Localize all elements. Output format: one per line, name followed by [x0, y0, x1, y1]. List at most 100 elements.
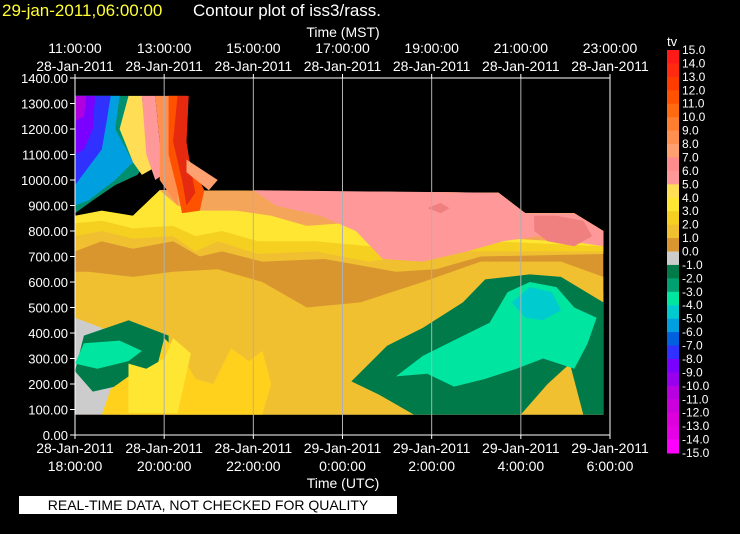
- colorbar-swatch: [667, 76, 679, 91]
- colorbar-level-label: -5.0: [682, 312, 703, 326]
- top-tick-time: 21:00:00: [494, 40, 549, 56]
- contour-region-5: [75, 340, 142, 369]
- bottom-tick-date: 28-Jan-2011: [215, 440, 293, 456]
- colorbar-swatch: [667, 238, 679, 252]
- quality-note: REAL-TIME DATA, NOT CHECKED FOR QUALITY: [19, 496, 397, 514]
- top-tick-time: 23:00:00: [583, 40, 638, 56]
- y-tick-label: 1200.00: [21, 122, 68, 137]
- colorbar-level-label: -14.0: [682, 433, 710, 447]
- colorbar-swatch: [667, 264, 679, 279]
- colorbar-level-label: -6.0: [682, 325, 703, 339]
- bottom-tick-time: 18:00:00: [48, 458, 103, 474]
- bottom-tick-time: 0:00:00: [319, 458, 366, 474]
- colorbar-level-label: 6.0: [682, 164, 699, 178]
- colorbar-swatch: [667, 103, 679, 118]
- top-tick-date: 28-Jan-2011: [304, 58, 382, 74]
- colorbar-swatch: [667, 144, 679, 158]
- y-axis: 0.00 100.00 200.00 300.00 400.00 500.00 600.00…: [21, 71, 75, 443]
- colorbar-swatch: [667, 251, 679, 266]
- colorbar-level-label: -12.0: [682, 406, 710, 420]
- y-tick-label: 0.00: [43, 428, 68, 443]
- top-tick-date: 28-Jan-2011: [215, 58, 293, 74]
- contour-region-10: [128, 338, 191, 414]
- colorbar-swatch: [667, 385, 679, 400]
- colorbar-swatch: [667, 197, 679, 212]
- colorbar-swatch: [667, 332, 679, 347]
- colorbar-level-label: 3.0: [682, 204, 699, 218]
- colorbar-level-label: -2.0: [682, 271, 703, 285]
- top-tick-date: 28-Jan-2011: [36, 58, 114, 74]
- colorbar-level-label: -1.0: [682, 258, 703, 272]
- colorbar-level-label: -13.0: [682, 419, 710, 433]
- colorbar-swatch: [667, 117, 679, 132]
- bottom-tick-date: 29-Jan-2011: [393, 440, 471, 456]
- y-tick-label: 1100.00: [22, 148, 68, 163]
- colorbar-swatch: [667, 224, 679, 239]
- bottom-tick-time: 22:00:00: [226, 458, 281, 474]
- colorbar-swatch: [667, 439, 679, 454]
- y-tick-label: 300.00: [28, 352, 68, 367]
- top-tick-date: 28-Jan-2011: [393, 58, 471, 74]
- colorbar-swatch: [667, 318, 679, 333]
- top-tick-date: 28-Jan-2011: [482, 58, 560, 74]
- bottom-axis: 28-Jan-2011 18:00:00 28-Jan-2011 20:00:00 28…: [36, 435, 649, 474]
- colorbar-level-label: -7.0: [682, 339, 703, 353]
- y-tick-label: 1400.00: [21, 71, 68, 86]
- contour-region-14: [534, 215, 593, 247]
- colorbar-swatch: [667, 305, 679, 320]
- colorbar-swatch: [667, 157, 679, 172]
- contour-region-21: [119, 95, 156, 175]
- y-tick-label: 200.00: [28, 377, 68, 392]
- plot-title: Contour plot of iss3/rass.: [193, 1, 382, 20]
- colorbar-level-label: -3.0: [682, 285, 703, 299]
- colorbar-level-label: 4.0: [682, 191, 699, 205]
- colorbar-level-label: 11.0: [682, 97, 705, 111]
- colorbar-swatch: [667, 278, 679, 293]
- colorbar-level-label: 9.0: [682, 124, 699, 138]
- colorbar-swatch: [667, 211, 679, 226]
- y-tick-label: 900.00: [28, 199, 68, 214]
- top-axis: 11:00:00 28-Jan-2011 13:00:00 28-Jan-2011 15…: [36, 40, 649, 78]
- contour-region-26: [186, 159, 218, 191]
- bottom-tick-date: 29-Jan-2011: [571, 440, 649, 456]
- bottom-tick-time: 6:00:00: [587, 458, 634, 474]
- bottom-tick-time: 2:00:00: [408, 458, 455, 474]
- y-tick-label: 100.00: [28, 403, 68, 418]
- bottom-tick-date: 28-Jan-2011: [36, 440, 114, 456]
- colorbar-level-label: 0.0: [682, 245, 699, 259]
- bottom-tick-date: 29-Jan-2011: [482, 440, 560, 456]
- top-tick-date: 28-Jan-2011: [571, 58, 649, 74]
- colorbar-swatch: [667, 63, 679, 78]
- colorbar-level-label: 12.0: [682, 83, 706, 97]
- colorbar-level-label: 7.0: [682, 150, 699, 164]
- colorbar-swatch: [667, 358, 679, 373]
- top-tick-time: 13:00:00: [137, 40, 192, 56]
- y-tick-label: 1300.00: [21, 97, 68, 112]
- colorbar-swatch: [667, 184, 679, 199]
- top-axis-label: Time (MST): [306, 24, 379, 40]
- top-tick-time: 15:00:00: [226, 40, 281, 56]
- colorbar-swatch: [667, 412, 679, 427]
- contour-region-25: [173, 95, 196, 206]
- bottom-tick-date: 28-Jan-2011: [125, 440, 203, 456]
- colorbar-level-label: 1.0: [682, 231, 699, 245]
- y-tick-label: 600.00: [28, 275, 68, 290]
- bottom-tick-time: 20:00:00: [137, 458, 192, 474]
- bottom-axis-label: Time (UTC): [307, 475, 380, 491]
- y-tick-label: 700.00: [28, 250, 68, 265]
- bottom-tick-time: 4:00:00: [497, 458, 544, 474]
- y-tick-label: 400.00: [28, 326, 68, 341]
- colorbar-level-label: 13.0: [682, 70, 706, 84]
- colorbar-swatch: [667, 170, 679, 185]
- contour-region-13: [253, 190, 604, 262]
- colorbar-swatch: [667, 372, 679, 387]
- colorbar-level-label: -4.0: [682, 298, 703, 312]
- contour-region-15: [427, 202, 450, 214]
- colorbar-swatch: [667, 345, 679, 360]
- contour-region-20: [75, 95, 87, 122]
- colorbar-level-label: 14.0: [682, 56, 706, 70]
- colorbar-swatch: [667, 399, 679, 414]
- bottom-tick-date: 29-Jan-2011: [304, 440, 382, 456]
- y-tick-label: 500.00: [28, 301, 68, 316]
